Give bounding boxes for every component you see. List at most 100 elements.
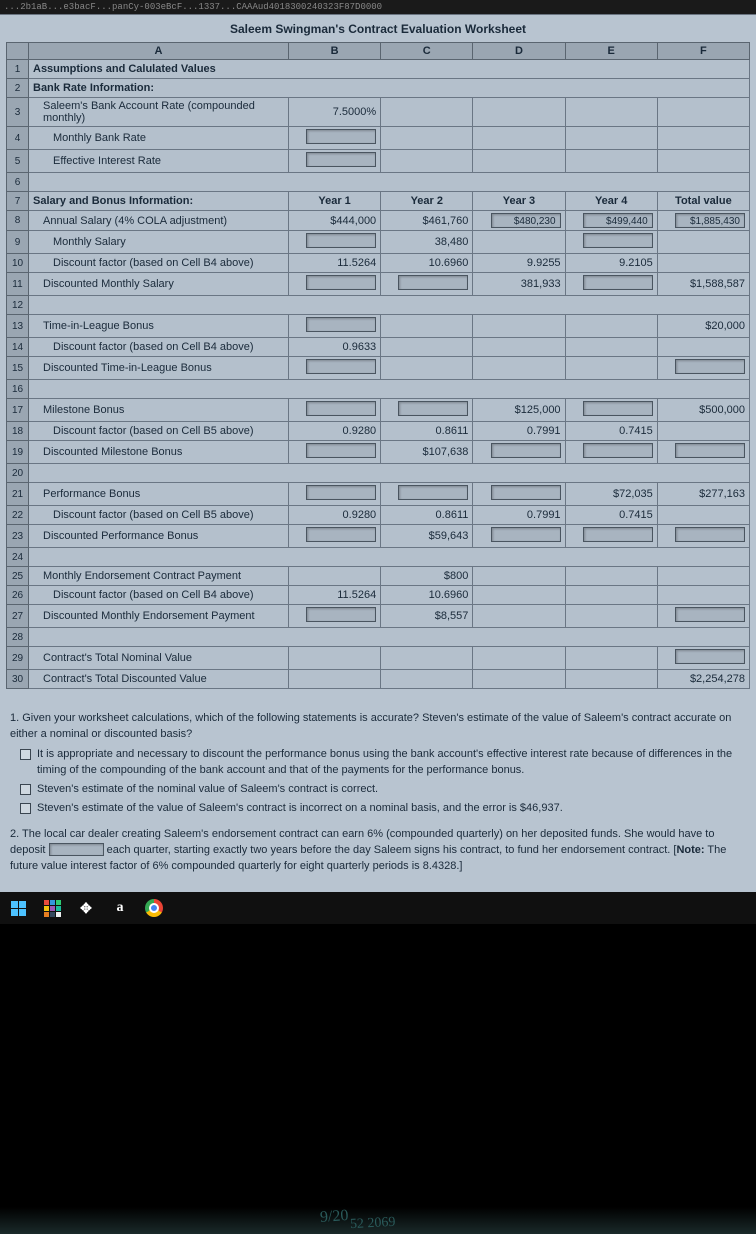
- cell[interactable]: [29, 173, 750, 192]
- row-hdr[interactable]: 7: [7, 192, 29, 211]
- col-A[interactable]: A: [29, 43, 289, 60]
- cell[interactable]: [289, 670, 381, 689]
- cell-A17[interactable]: Milestone Bonus: [29, 399, 289, 422]
- cell-A13[interactable]: Time-in-League Bonus: [29, 315, 289, 338]
- row-hdr[interactable]: 9: [7, 231, 29, 254]
- row-hdr[interactable]: 19: [7, 441, 29, 464]
- cell-A30[interactable]: Contract's Total Discounted Value: [29, 670, 289, 689]
- cell-D8[interactable]: $480,230: [473, 211, 565, 231]
- input-B11[interactable]: [306, 275, 376, 290]
- cell[interactable]: [657, 422, 749, 441]
- cell[interactable]: [473, 315, 565, 338]
- cell-F23[interactable]: [657, 525, 749, 548]
- cell-A23[interactable]: Discounted Performance Bonus: [29, 525, 289, 548]
- row-hdr[interactable]: 4: [7, 127, 29, 150]
- cell-B7[interactable]: Year 1: [289, 192, 381, 211]
- cell[interactable]: [473, 98, 565, 127]
- q1-option-3[interactable]: Steven's estimate of the value of Saleem…: [20, 801, 746, 817]
- cell-A19[interactable]: Discounted Milestone Bonus: [29, 441, 289, 464]
- q2-answer-input[interactable]: [49, 843, 104, 856]
- cell-B9[interactable]: [289, 231, 381, 254]
- cell-B26[interactable]: 11.5264: [289, 586, 381, 605]
- cell-C7[interactable]: Year 2: [381, 192, 473, 211]
- cell[interactable]: [29, 380, 750, 399]
- cell-B21[interactable]: [289, 483, 381, 506]
- cell-A5[interactable]: Effective Interest Rate: [29, 150, 289, 173]
- cell-A26[interactable]: Discount factor (based on Cell B4 above): [29, 586, 289, 605]
- cell-D17[interactable]: $125,000: [473, 399, 565, 422]
- cell[interactable]: [473, 338, 565, 357]
- cell[interactable]: [473, 357, 565, 380]
- cell[interactable]: [381, 150, 473, 173]
- col-C[interactable]: C: [381, 43, 473, 60]
- cell-B27[interactable]: [289, 605, 381, 628]
- cell-C22[interactable]: 0.8611: [381, 506, 473, 525]
- input-B19[interactable]: [306, 443, 376, 458]
- cell-A8[interactable]: Annual Salary (4% COLA adjustment): [29, 211, 289, 231]
- cell[interactable]: [657, 127, 749, 150]
- cell-B5[interactable]: [289, 150, 381, 173]
- cell-F7[interactable]: Total value: [657, 192, 749, 211]
- cell-A27[interactable]: Discounted Monthly Endorsement Payment: [29, 605, 289, 628]
- cell-E18[interactable]: 0.7415: [565, 422, 657, 441]
- input-B9[interactable]: [306, 233, 376, 248]
- cell[interactable]: [565, 605, 657, 628]
- input-E19[interactable]: [583, 443, 653, 458]
- input-F29[interactable]: [675, 649, 745, 664]
- cell[interactable]: [657, 567, 749, 586]
- cell[interactable]: [657, 231, 749, 254]
- cell[interactable]: [473, 586, 565, 605]
- cell-C25[interactable]: $800: [381, 567, 473, 586]
- cell[interactable]: [565, 567, 657, 586]
- cell-C10[interactable]: 10.6960: [381, 254, 473, 273]
- col-F[interactable]: F: [657, 43, 749, 60]
- row-hdr[interactable]: 8: [7, 211, 29, 231]
- cell-A11[interactable]: Discounted Monthly Salary: [29, 273, 289, 296]
- cell-C19[interactable]: $107,638: [381, 441, 473, 464]
- dropbox-icon[interactable]: ✥: [76, 898, 96, 918]
- cell-E9[interactable]: [565, 231, 657, 254]
- cell[interactable]: [381, 670, 473, 689]
- cell-C17[interactable]: [381, 399, 473, 422]
- cell-A2[interactable]: Bank Rate Information:: [29, 79, 750, 98]
- chrome-icon[interactable]: [144, 898, 164, 918]
- cell-D19[interactable]: [473, 441, 565, 464]
- cell-A14[interactable]: Discount factor (based on Cell B4 above): [29, 338, 289, 357]
- row-hdr[interactable]: 22: [7, 506, 29, 525]
- cell[interactable]: [473, 670, 565, 689]
- row-hdr[interactable]: 17: [7, 399, 29, 422]
- input-D23[interactable]: [491, 527, 561, 542]
- cell-F8[interactable]: $1,885,430: [657, 211, 749, 231]
- cell[interactable]: [565, 150, 657, 173]
- cell[interactable]: [381, 315, 473, 338]
- cell[interactable]: [473, 150, 565, 173]
- cell-F29[interactable]: [657, 647, 749, 670]
- cell[interactable]: [289, 567, 381, 586]
- cell-E10[interactable]: 9.2105: [565, 254, 657, 273]
- input-E8[interactable]: $499,440: [583, 213, 653, 228]
- input-F27[interactable]: [675, 607, 745, 622]
- cell-C8[interactable]: $461,760: [381, 211, 473, 231]
- checkbox-icon[interactable]: [20, 784, 31, 795]
- cell-F21[interactable]: $277,163: [657, 483, 749, 506]
- row-hdr[interactable]: 13: [7, 315, 29, 338]
- cell[interactable]: [565, 586, 657, 605]
- cell-A21[interactable]: Performance Bonus: [29, 483, 289, 506]
- row-hdr[interactable]: 5: [7, 150, 29, 173]
- input-E17[interactable]: [583, 401, 653, 416]
- row-hdr[interactable]: 12: [7, 296, 29, 315]
- cell[interactable]: [657, 338, 749, 357]
- cell-D10[interactable]: 9.9255: [473, 254, 565, 273]
- row-hdr[interactable]: 14: [7, 338, 29, 357]
- cell-D21[interactable]: [473, 483, 565, 506]
- input-B5[interactable]: [306, 152, 376, 167]
- row-hdr[interactable]: 6: [7, 173, 29, 192]
- cell-E8[interactable]: $499,440: [565, 211, 657, 231]
- cell[interactable]: [657, 150, 749, 173]
- cell-A22[interactable]: Discount factor (based on Cell B5 above): [29, 506, 289, 525]
- cell-B18[interactable]: 0.9280: [289, 422, 381, 441]
- q1-option-1[interactable]: It is appropriate and necessary to disco…: [20, 747, 746, 779]
- input-F19[interactable]: [675, 443, 745, 458]
- input-E9[interactable]: [583, 233, 653, 248]
- input-B15[interactable]: [306, 359, 376, 374]
